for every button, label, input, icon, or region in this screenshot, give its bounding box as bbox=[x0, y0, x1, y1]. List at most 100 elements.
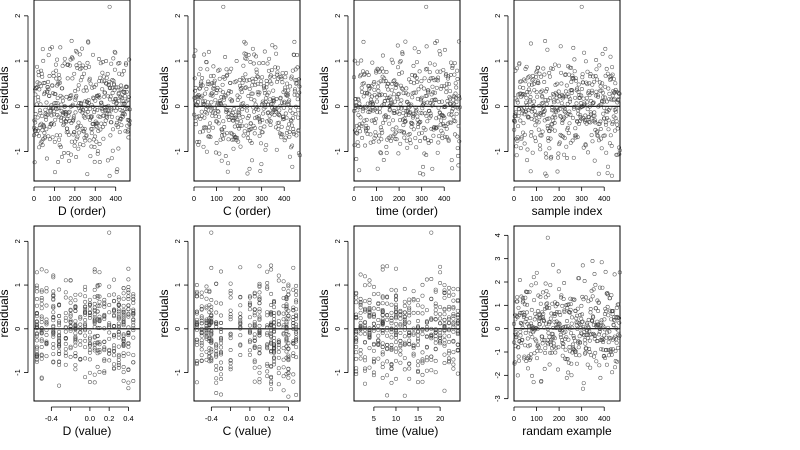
data-point bbox=[545, 123, 550, 128]
data-point bbox=[278, 132, 283, 137]
data-point bbox=[438, 270, 443, 275]
data-point bbox=[44, 328, 49, 333]
data-point bbox=[433, 358, 438, 363]
data-point bbox=[125, 123, 130, 128]
data-point bbox=[34, 331, 39, 336]
data-point bbox=[580, 263, 585, 268]
data-point bbox=[89, 131, 94, 136]
data-point bbox=[365, 131, 370, 136]
data-point bbox=[596, 94, 601, 99]
data-point bbox=[33, 120, 38, 125]
data-point bbox=[257, 333, 262, 338]
data-point bbox=[115, 105, 120, 110]
data-point bbox=[51, 330, 56, 334]
data-point bbox=[237, 95, 242, 100]
data-point bbox=[587, 92, 592, 97]
data-point bbox=[92, 380, 97, 385]
data-point bbox=[52, 122, 56, 127]
data-point bbox=[276, 112, 281, 117]
data-point bbox=[441, 68, 446, 73]
data-point bbox=[77, 130, 82, 135]
data-point bbox=[379, 137, 384, 142]
data-point bbox=[121, 343, 126, 348]
data-point bbox=[410, 121, 415, 126]
data-point bbox=[584, 96, 589, 101]
data-point bbox=[530, 73, 535, 78]
data-point bbox=[580, 75, 585, 80]
data-point bbox=[556, 155, 560, 160]
data-point bbox=[92, 269, 97, 274]
data-point bbox=[440, 99, 444, 104]
data-point bbox=[394, 316, 398, 321]
data-point bbox=[420, 372, 425, 377]
data-point bbox=[400, 87, 405, 92]
data-point bbox=[609, 293, 614, 298]
data-point bbox=[269, 387, 274, 392]
data-point bbox=[69, 38, 74, 43]
data-point bbox=[202, 115, 207, 120]
data-point bbox=[454, 100, 459, 105]
data-point bbox=[252, 360, 257, 365]
data-point bbox=[228, 308, 233, 313]
data-point bbox=[540, 341, 545, 346]
data-point bbox=[457, 105, 462, 110]
data-point bbox=[98, 61, 103, 66]
data-point bbox=[82, 115, 87, 120]
y-tick-label: 0 bbox=[493, 104, 502, 108]
data-point bbox=[80, 46, 84, 51]
data-point bbox=[451, 357, 456, 362]
data-point bbox=[124, 62, 129, 67]
data-point bbox=[598, 84, 603, 89]
data-point bbox=[200, 76, 205, 80]
data-point bbox=[453, 81, 458, 86]
data-point bbox=[519, 79, 524, 84]
data-point bbox=[51, 314, 56, 319]
data-point bbox=[373, 121, 378, 125]
data-point bbox=[269, 364, 274, 369]
data-point bbox=[526, 115, 531, 120]
data-point bbox=[538, 90, 543, 94]
data-point bbox=[258, 82, 263, 87]
data-point bbox=[57, 332, 62, 337]
data-point bbox=[209, 312, 214, 317]
data-point bbox=[602, 95, 607, 100]
data-point bbox=[544, 87, 549, 91]
data-point bbox=[573, 76, 578, 81]
data-point bbox=[398, 118, 402, 123]
data-point bbox=[540, 129, 545, 134]
data-point bbox=[222, 132, 227, 137]
data-point bbox=[554, 105, 559, 110]
data-point bbox=[352, 143, 357, 148]
data-point bbox=[433, 304, 438, 308]
data-point bbox=[210, 113, 215, 118]
data-point bbox=[455, 332, 460, 336]
data-point bbox=[407, 320, 412, 325]
data-point bbox=[240, 123, 244, 128]
data-point bbox=[34, 349, 39, 354]
data-point bbox=[541, 112, 546, 117]
data-point bbox=[107, 79, 112, 84]
data-point bbox=[543, 350, 548, 355]
data-point bbox=[51, 292, 56, 297]
data-point bbox=[604, 362, 609, 367]
data-point bbox=[63, 347, 68, 352]
data-point bbox=[194, 339, 199, 344]
data-point bbox=[290, 143, 295, 148]
data-point bbox=[276, 338, 281, 343]
data-point bbox=[250, 46, 255, 51]
data-point bbox=[441, 105, 446, 109]
data-point bbox=[107, 303, 112, 307]
data-point bbox=[92, 308, 97, 313]
data-point bbox=[109, 108, 113, 113]
data-point bbox=[575, 135, 580, 140]
data-point bbox=[199, 343, 204, 348]
data-point bbox=[197, 86, 202, 91]
data-point bbox=[230, 137, 235, 142]
data-point bbox=[78, 342, 83, 347]
data-point bbox=[220, 90, 225, 95]
data-point bbox=[124, 84, 129, 89]
data-point bbox=[207, 321, 212, 326]
data-point bbox=[41, 58, 46, 63]
data-point bbox=[581, 381, 586, 386]
